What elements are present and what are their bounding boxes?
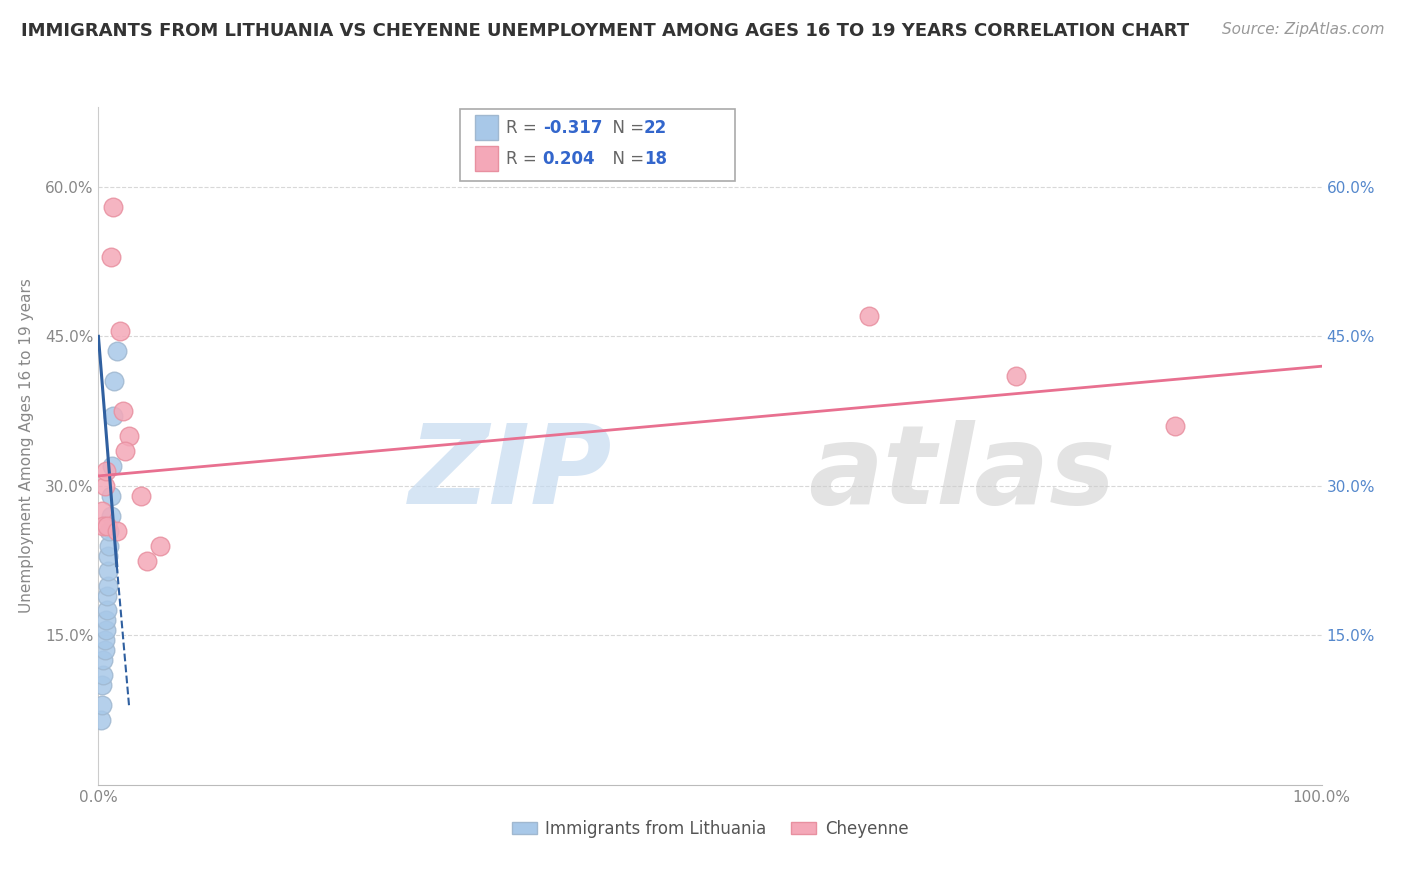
Point: [91, 668, 114, 682]
Point: [118, 429, 141, 443]
Point: [129, 489, 152, 503]
Point: [93, 479, 115, 493]
Point: [94, 464, 117, 478]
Point: [93, 643, 115, 657]
Point: [98, 524, 121, 538]
Point: [100, 250, 122, 264]
Point: [100, 508, 122, 523]
Point: [111, 404, 134, 418]
Point: [103, 374, 125, 388]
Text: atlas: atlas: [808, 419, 1115, 526]
Point: [110, 324, 132, 338]
Text: N =: N =: [602, 119, 650, 136]
Point: [94, 624, 117, 638]
Text: 0.204: 0.204: [543, 150, 595, 168]
Text: R =: R =: [506, 150, 543, 168]
Point: [114, 444, 136, 458]
Point: [96, 589, 118, 603]
Point: [101, 200, 124, 214]
Point: [98, 539, 121, 553]
Text: Source: ZipAtlas.com: Source: ZipAtlas.com: [1222, 22, 1385, 37]
Point: [1164, 419, 1187, 434]
Point: [858, 310, 880, 324]
Text: ZIP: ZIP: [409, 419, 612, 526]
Text: N =: N =: [602, 150, 650, 168]
Point: [101, 409, 124, 423]
Point: [149, 539, 172, 553]
Text: -0.317: -0.317: [543, 119, 602, 136]
Point: [97, 564, 120, 578]
Point: [91, 698, 114, 713]
Y-axis label: Unemployment Among Ages 16 to 19 years: Unemployment Among Ages 16 to 19 years: [18, 278, 34, 614]
Legend: Immigrants from Lithuania, Cheyenne: Immigrants from Lithuania, Cheyenne: [505, 814, 915, 845]
Point: [91, 653, 114, 667]
Point: [1004, 369, 1026, 384]
Point: [96, 518, 118, 533]
Text: 18: 18: [644, 150, 666, 168]
Point: [136, 554, 159, 568]
Point: [101, 458, 124, 473]
Point: [97, 578, 120, 592]
Point: [96, 603, 118, 617]
Point: [105, 344, 128, 359]
Point: [91, 504, 114, 518]
Point: [94, 614, 117, 628]
Text: IMMIGRANTS FROM LITHUANIA VS CHEYENNE UNEMPLOYMENT AMONG AGES 16 TO 19 YEARS COR: IMMIGRANTS FROM LITHUANIA VS CHEYENNE UN…: [21, 22, 1189, 40]
Point: [91, 678, 114, 692]
Point: [91, 518, 114, 533]
Point: [97, 549, 120, 563]
Point: [100, 489, 122, 503]
Point: [93, 633, 115, 648]
Point: [90, 713, 112, 727]
Text: 22: 22: [644, 119, 668, 136]
Point: [105, 524, 128, 538]
Text: R =: R =: [506, 119, 543, 136]
